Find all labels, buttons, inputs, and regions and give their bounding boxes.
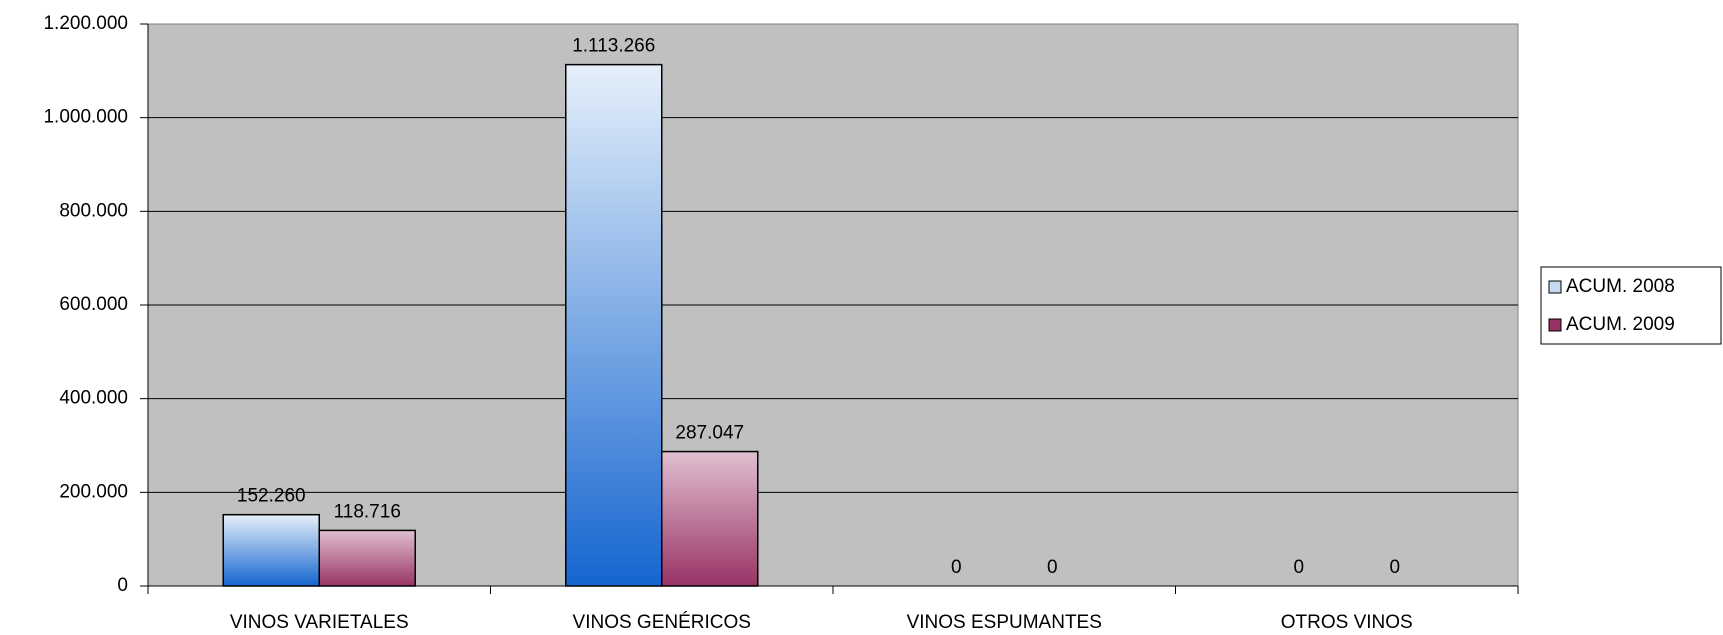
bar [318, 529, 416, 587]
legend-box [1540, 266, 1722, 345]
value-label: 0 [1389, 557, 1400, 578]
x-tick-label: VINOS GENÉRICOS [573, 612, 751, 633]
y-tick-label: 1.200.000 [43, 13, 128, 34]
value-label: 0 [1047, 557, 1058, 578]
y-tick-label: 600.000 [59, 294, 128, 315]
value-label: 0 [1293, 557, 1304, 578]
bar [565, 63, 663, 587]
y-tick-label: 200.000 [59, 481, 128, 502]
legend-swatch [1548, 280, 1562, 294]
y-tick-label: 400.000 [59, 388, 128, 409]
value-label: 287.047 [675, 423, 744, 444]
legend-label: ACUM. 2008 [1566, 276, 1675, 297]
x-tick-label: VINOS ESPUMANTES [907, 612, 1102, 633]
legend-label: ACUM. 2009 [1566, 314, 1675, 335]
y-tick-label: 1.000.000 [43, 107, 128, 128]
value-label: 0 [951, 557, 962, 578]
y-tick-label: 800.000 [59, 200, 128, 221]
y-tick-label: 0 [117, 575, 128, 596]
legend-swatch [1548, 318, 1562, 332]
x-tick-label: OTROS VINOS [1281, 612, 1413, 633]
bar [222, 513, 320, 587]
value-label: 118.716 [334, 501, 401, 522]
x-tick-label: VINOS VARIETALES [230, 612, 409, 633]
bar [661, 450, 759, 587]
value-label: 152.260 [237, 486, 306, 507]
value-label: 1.113.266 [572, 36, 655, 57]
